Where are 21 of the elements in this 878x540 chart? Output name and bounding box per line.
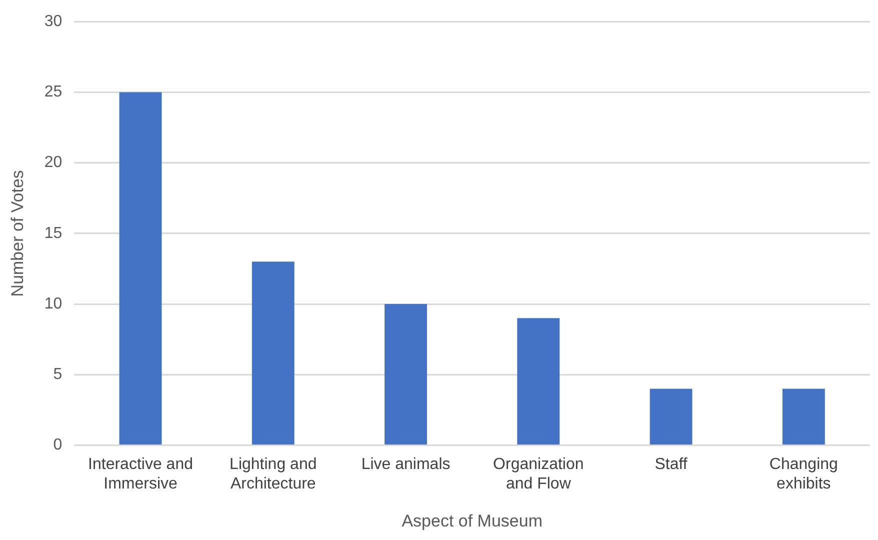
- x-tick-label: Staff: [654, 456, 688, 474]
- y-tick-label: 15: [44, 224, 62, 242]
- y-tick-label: 20: [44, 154, 62, 172]
- bar: [517, 318, 560, 444]
- x-tick-label: Lighting and Architecture: [230, 456, 317, 492]
- x-tick-label: Changing exhibits: [769, 456, 838, 492]
- x-axis-title: Aspect of Museum: [402, 511, 542, 530]
- x-tick-label: Interactive and Immersive: [88, 456, 193, 492]
- x-tick-label: Organization and Flow: [493, 456, 584, 492]
- y-axis-title: Number of Votes: [8, 170, 27, 297]
- y-tick-label: 5: [53, 366, 62, 384]
- y-tick-label: 25: [44, 84, 62, 101]
- bar: [782, 388, 825, 444]
- bar: [650, 388, 692, 444]
- y-tick-label: 10: [44, 295, 62, 312]
- bar: [119, 92, 162, 444]
- bar: [384, 304, 428, 444]
- bar: [252, 262, 294, 444]
- y-tick-label: 0: [53, 436, 62, 454]
- y-tick-label: 30: [44, 13, 62, 30]
- x-tick-label: Live animals: [361, 456, 450, 474]
